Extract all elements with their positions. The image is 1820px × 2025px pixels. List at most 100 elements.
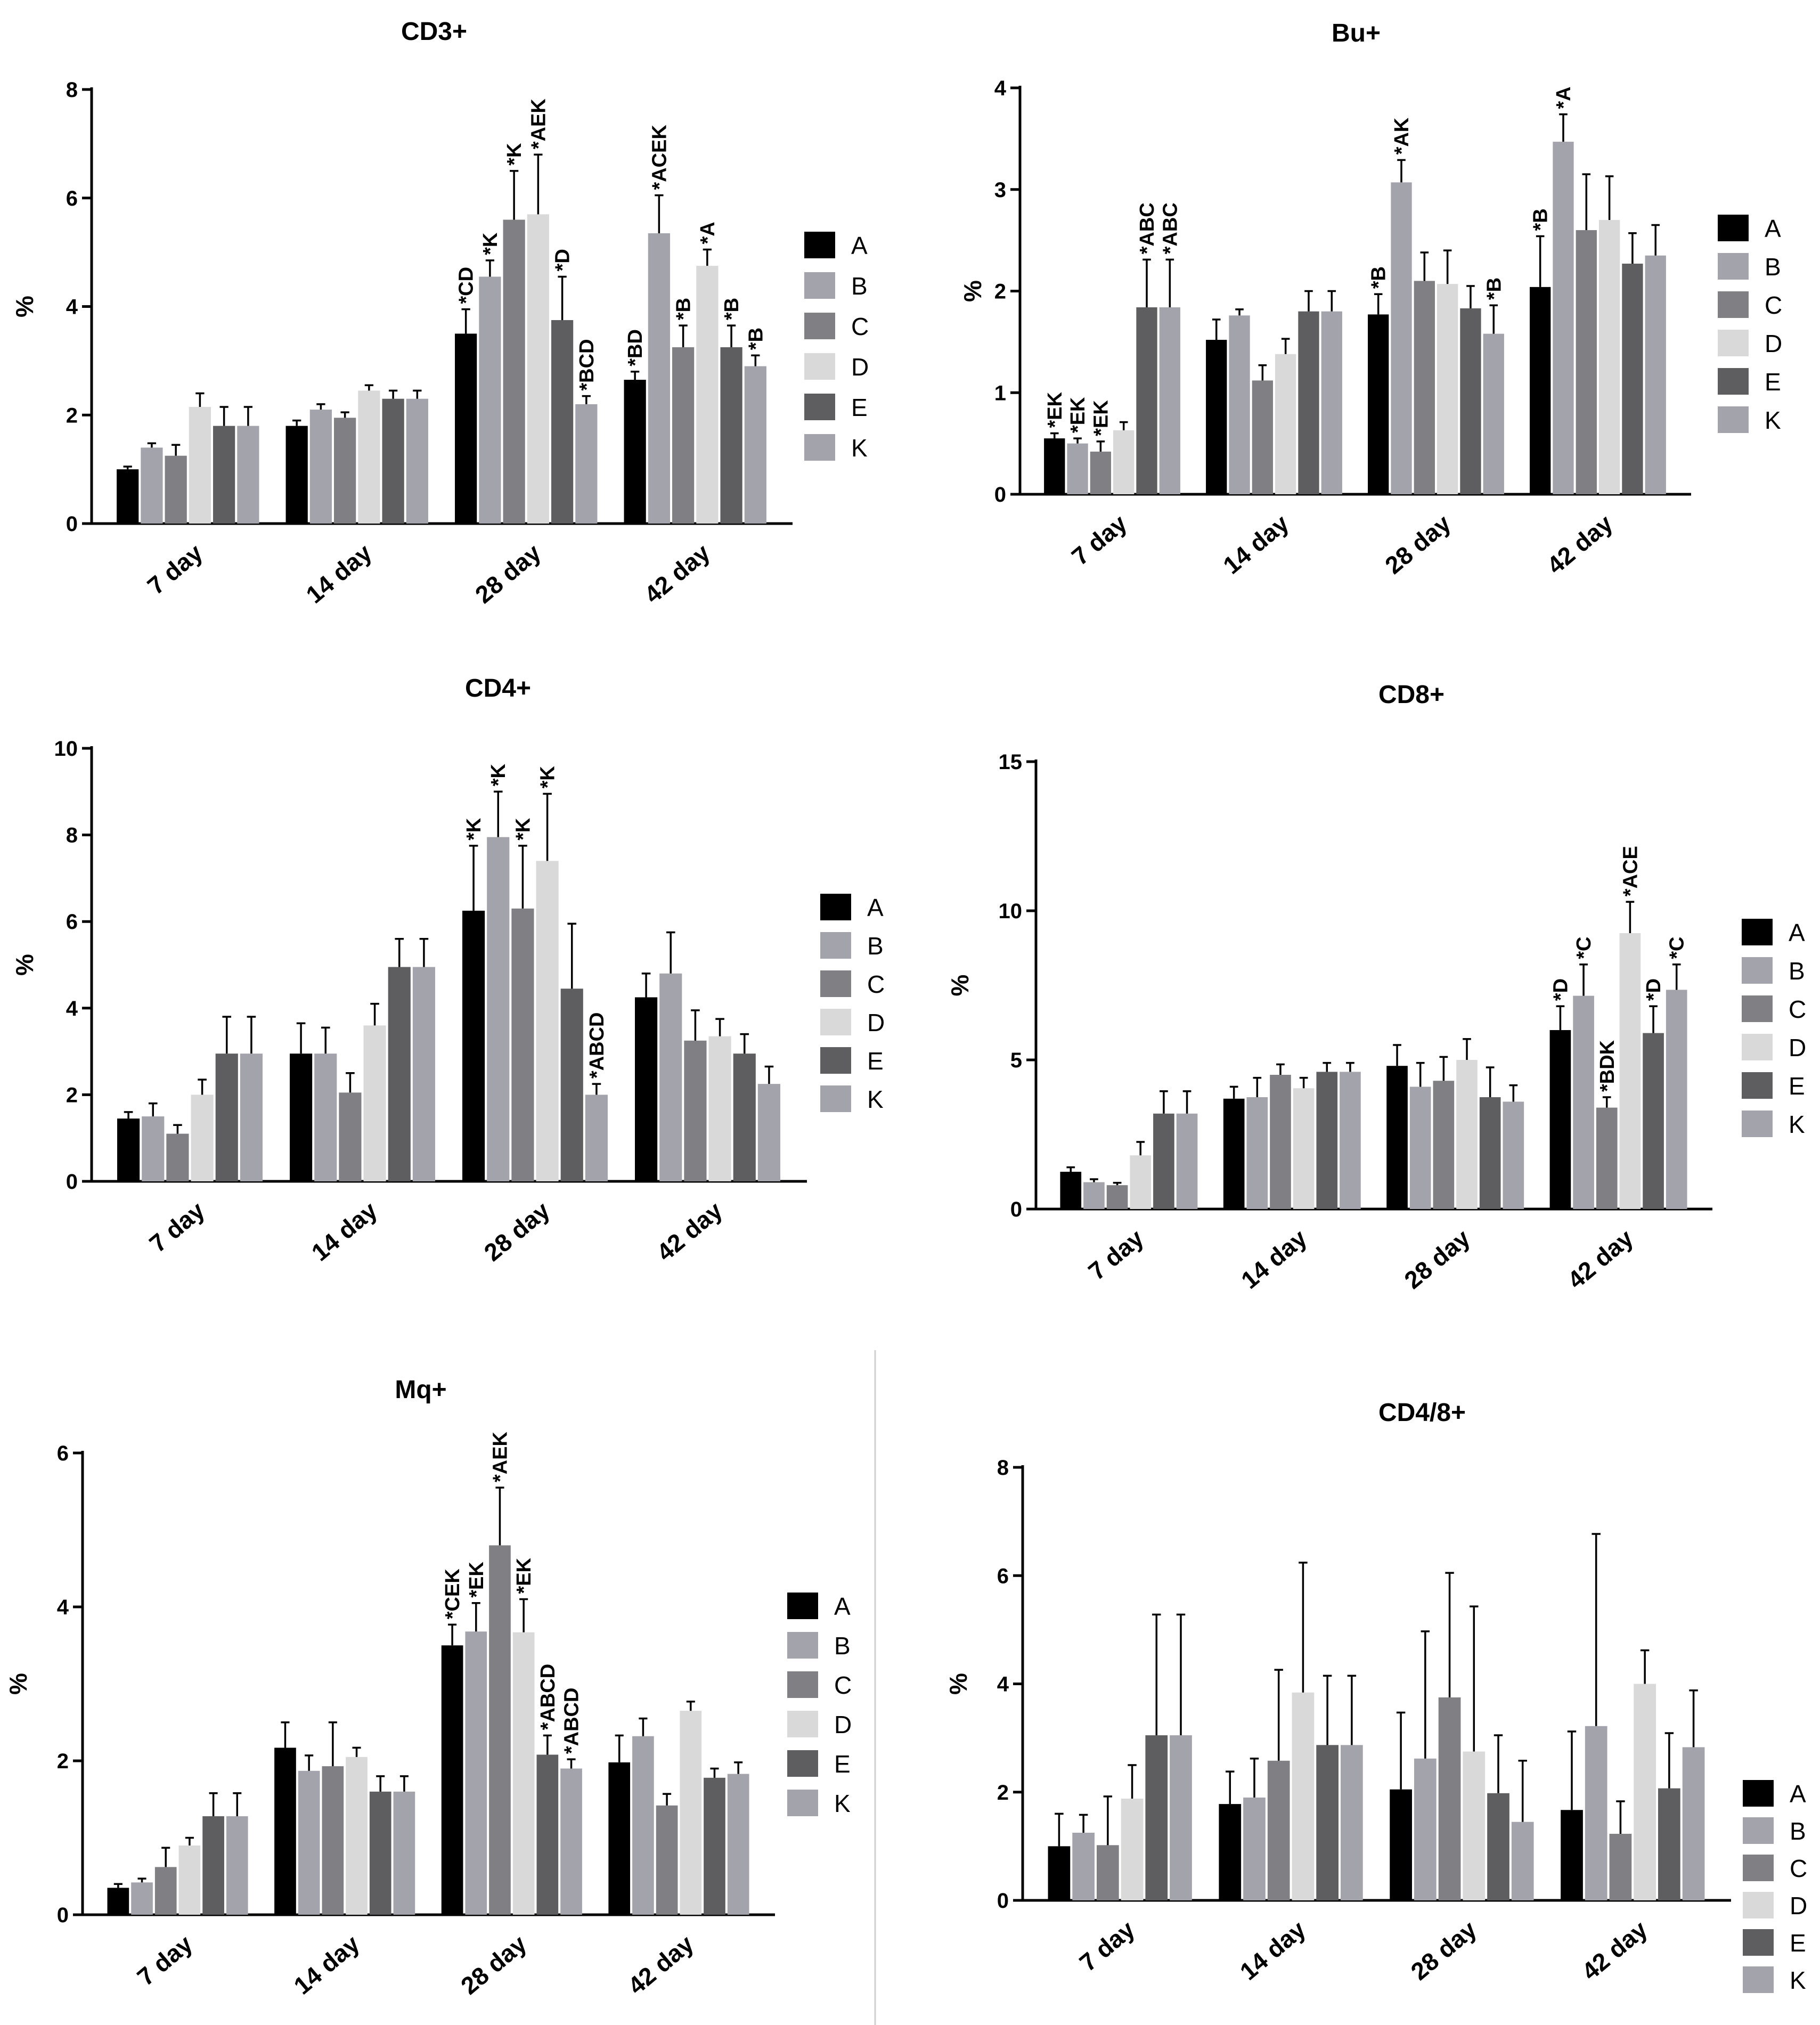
chart-title: Bu+ [1332, 19, 1381, 47]
bar-e [720, 347, 742, 524]
bar-c [1252, 380, 1274, 494]
bar-c [166, 1133, 189, 1181]
legend-label: C [851, 313, 869, 340]
bar-b [309, 410, 332, 524]
bar-d [1437, 284, 1458, 494]
legend-label: C [1765, 291, 1782, 319]
bar-k [1176, 1113, 1198, 1209]
legend-swatch-k [1718, 406, 1749, 433]
legend-swatch-a [1743, 1780, 1774, 1807]
significance-label: *ABCD [586, 1012, 608, 1079]
chart-title: Mq+ [395, 1376, 446, 1404]
bar-a [608, 1762, 631, 1915]
significance-label: *BD [624, 329, 647, 366]
y-tick-label: 0 [66, 1170, 78, 1194]
significance-label: *ABC [1136, 202, 1158, 254]
legend-swatch-e [787, 1750, 818, 1777]
bar-c [1596, 1107, 1618, 1209]
bar-c [1090, 451, 1112, 494]
chart-title: CD4/8+ [1378, 1399, 1466, 1427]
legend-label: D [851, 353, 869, 381]
y-tick-label: 4 [57, 1596, 69, 1619]
legend-swatch-b [1743, 1817, 1774, 1844]
y-tick-label: 3 [994, 178, 1006, 202]
bar-e [1136, 307, 1157, 494]
legend-label: D [834, 1711, 852, 1738]
legend-swatch-a [787, 1593, 818, 1619]
bar-k [585, 1095, 608, 1181]
y-axis-label: % [4, 1673, 32, 1695]
legend-swatch-c [787, 1671, 818, 1698]
bar-a [290, 1054, 313, 1181]
bar-c [1609, 1834, 1632, 1900]
bar-a [1549, 1030, 1571, 1209]
bar-k [560, 1768, 582, 1915]
bar-a [1390, 1789, 1412, 1900]
significance-label: *B [1368, 266, 1390, 289]
bar-k [1340, 1072, 1361, 1209]
bar-d [536, 861, 559, 1181]
legend-label: E [1765, 368, 1781, 396]
legend-label: K [867, 1085, 884, 1113]
significance-label: *C [1573, 937, 1595, 959]
bar-a [462, 910, 485, 1181]
bar-e [1487, 1793, 1509, 1900]
bar-a [1386, 1066, 1408, 1209]
significance-label: *B [721, 298, 743, 320]
legend-swatch-d [787, 1711, 818, 1737]
significance-label: *K [537, 766, 559, 789]
bar-d [1293, 1088, 1315, 1209]
significance-label: *B [1483, 277, 1505, 300]
significance-label: *K [479, 232, 502, 255]
bar-k [393, 1791, 415, 1915]
significance-label: *ACE [1619, 846, 1642, 896]
bar-c [1096, 1845, 1119, 1900]
legend-swatch-d [820, 1009, 851, 1035]
significance-label: *D [552, 249, 574, 271]
bar-k [406, 398, 428, 524]
legend-label: E [867, 1047, 884, 1075]
bar-b [1083, 1182, 1105, 1209]
bar-b [487, 837, 510, 1181]
bar-d [191, 1095, 214, 1181]
y-tick-label: 0 [57, 1904, 69, 1927]
legend-swatch-c [804, 313, 835, 339]
significance-label: *ABCD [537, 1664, 559, 1730]
bar-e [704, 1777, 725, 1915]
bar-c [684, 1040, 707, 1181]
bar-b [1229, 315, 1250, 494]
significance-label: *A [1553, 86, 1575, 109]
legend-label: C [1789, 995, 1806, 1023]
legend-label: E [834, 1750, 851, 1778]
chart-title: CD3+ [401, 18, 467, 46]
significance-label: *EK [513, 1557, 535, 1594]
significance-label: *CD [455, 267, 478, 304]
bar-c [511, 908, 534, 1181]
y-axis-label: % [11, 296, 38, 317]
legend-label: D [1765, 330, 1782, 357]
legend-label: K [851, 434, 868, 462]
legend-swatch-c [1743, 1855, 1774, 1881]
bar-d [680, 1711, 702, 1915]
significance-label: *D [1549, 978, 1572, 1001]
legend-label: B [851, 272, 868, 300]
bar-a [455, 333, 477, 524]
bar-b [1246, 1097, 1268, 1209]
bar-c [339, 1092, 362, 1181]
bar-b [1067, 443, 1088, 494]
bar-b [1585, 1726, 1607, 1900]
bar-b [1409, 1087, 1431, 1209]
bar-b [1243, 1797, 1266, 1900]
bar-d [1130, 1155, 1152, 1209]
bar-c [1438, 1697, 1461, 1900]
bar-c [1270, 1075, 1291, 1209]
significance-label: *EK [1090, 400, 1112, 436]
bar-e [733, 1054, 756, 1181]
significance-label: *C [1666, 937, 1688, 959]
legend-label: K [1790, 1966, 1806, 1994]
legend-label: D [1789, 1034, 1806, 1062]
bar-a [1219, 1804, 1242, 1900]
y-tick-label: 6 [66, 187, 78, 210]
bar-b [479, 276, 501, 524]
